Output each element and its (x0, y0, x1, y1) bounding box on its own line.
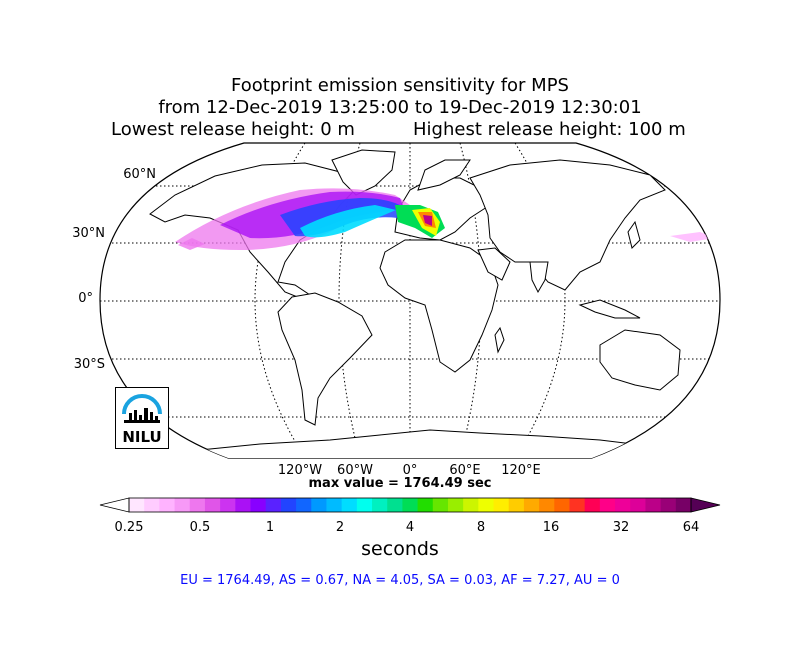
arabia (477, 247, 511, 281)
colorbar-tick-16: 16 (542, 520, 560, 535)
colorbar-tick-32: 32 (612, 520, 630, 535)
colorbar-over-extend (690, 497, 721, 513)
colorbar-segment (523, 498, 540, 512)
footprint-plume (175, 188, 715, 250)
colorbar-segment (584, 498, 601, 512)
title-line-2: from 12-Dec-2019 13:25:00 to 19-Dec-2019… (158, 97, 642, 118)
lon-label-60w: 60°W (337, 463, 373, 478)
scandinavia (417, 159, 471, 191)
colorbar-segment (220, 498, 236, 512)
colorbar-segment (265, 498, 282, 512)
colorbar-tick-2: 2 (335, 520, 345, 535)
lat-label-0: 0° (78, 291, 93, 306)
nilu-logo-icon (122, 394, 162, 423)
japan (627, 220, 641, 249)
colorbar-tick-64: 64 (682, 520, 700, 535)
colorbar-tick-0.5: 0.5 (189, 520, 211, 535)
lat-label-30s: 30°S (73, 357, 105, 372)
colorbar-segment (159, 498, 176, 512)
south-america (277, 292, 373, 426)
lon-label-120e: 120°E (501, 463, 541, 478)
nilu-logo: NILU (115, 387, 169, 449)
colorbar-segment (296, 498, 312, 512)
colorbar-segment (675, 498, 692, 512)
title-line-3-left: Lowest release height: 0 m (111, 119, 355, 140)
colorbar-segment (356, 498, 373, 512)
lat-label-60n: 60°N (123, 167, 156, 182)
colorbar-segment (660, 498, 677, 512)
colorbar-segment (311, 498, 327, 512)
title-line-1: Footprint emission sensitivity for MPS (231, 75, 569, 96)
colorbar-border (128, 497, 692, 513)
colorbar-segment (387, 498, 403, 512)
colorbar-segment (569, 498, 586, 512)
colorbar-segment (204, 498, 221, 512)
colorbar-tick-1: 1 (265, 520, 275, 535)
max-value-text: max value = 1764.49 sec (308, 476, 492, 491)
colorbar-segment (129, 498, 145, 512)
colorbar-segment (341, 498, 358, 512)
colorbar-segment (493, 498, 510, 512)
colorbar-segment (280, 498, 297, 512)
colorbar-under-extend (99, 497, 130, 513)
colorbar-label: seconds (361, 538, 439, 560)
australia (599, 329, 681, 391)
colorbar-segment (402, 498, 419, 512)
colorbar-segment (508, 498, 525, 512)
lon-label-60e: 60°E (449, 463, 481, 478)
colorbar-segment (447, 498, 464, 512)
colorbar-segment (372, 498, 388, 512)
colorbar-segment (432, 498, 449, 512)
colorbar-segment (189, 498, 206, 512)
india (529, 261, 549, 294)
lon-label-0: 0° (402, 463, 418, 478)
colorbar (99, 497, 721, 513)
colorbar-segment (539, 498, 555, 512)
colorbar-segment (174, 498, 191, 512)
greenland (331, 149, 396, 196)
colorbar-segment (250, 498, 267, 512)
colorbar-segment (144, 498, 160, 512)
colorbar-segment (630, 498, 646, 512)
colorbar-segment (326, 498, 343, 512)
colorbar-segment (478, 498, 495, 512)
region-stats: EU = 1764.49, AS = 0.67, NA = 4.05, SA =… (180, 573, 620, 588)
lat-label-30n: 30°N (72, 226, 105, 241)
colorbar-segment (235, 498, 252, 512)
asia (469, 159, 666, 291)
colorbar-segment (463, 498, 479, 512)
colorbar-tick-8: 8 (476, 520, 486, 535)
africa (379, 239, 499, 373)
madagascar (494, 326, 505, 354)
colorbar-segment (615, 498, 631, 512)
colorbar-segment (599, 498, 616, 512)
colorbar-segment (645, 498, 662, 512)
colorbar-segment (554, 498, 570, 512)
colorbar-tick-4: 4 (405, 520, 415, 535)
nilu-logo-text: NILU (122, 428, 162, 446)
indonesia (578, 299, 641, 319)
title-line-3-right: Highest release height: 100 m (413, 119, 686, 140)
lon-label-120w: 120°W (277, 463, 323, 478)
colorbar-segment (417, 498, 434, 512)
antarctica (199, 429, 701, 458)
colorbar-tick-0.25: 0.25 (114, 520, 144, 535)
